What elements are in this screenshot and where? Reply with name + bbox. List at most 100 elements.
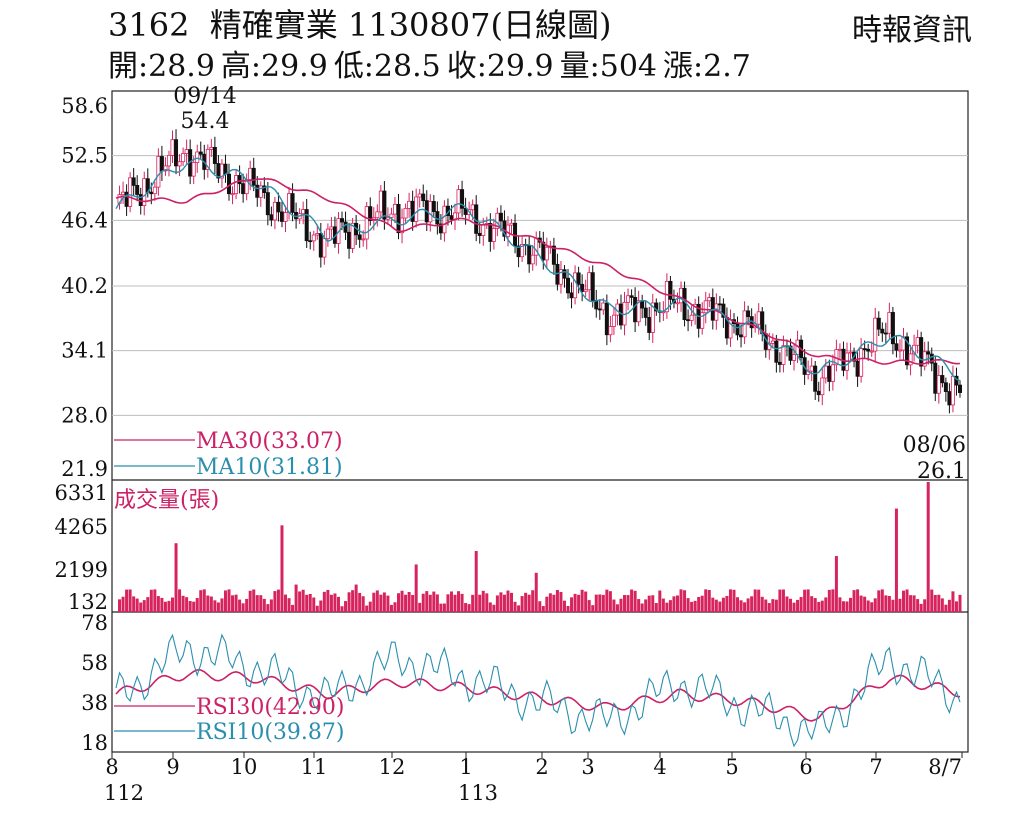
candle-body (887, 312, 892, 334)
volume-bar (559, 591, 563, 612)
candle-body (633, 296, 638, 323)
candle-body (414, 196, 419, 222)
low-value-label: 26.1 (917, 459, 966, 484)
volume-bar (813, 598, 817, 612)
candle-body (191, 162, 196, 177)
candle-body (830, 364, 835, 382)
volume-bar (499, 592, 503, 612)
candle-body (679, 287, 684, 304)
candle-body (251, 167, 256, 186)
volume-bar (467, 604, 471, 612)
rsi10-legend-label: RSI10(39.87) (196, 720, 344, 745)
volume-bar (841, 601, 845, 612)
candle-body (248, 167, 253, 180)
candle-body (279, 211, 284, 222)
volume-bar (683, 590, 687, 612)
volume-bar (457, 591, 461, 612)
volume-bar (626, 595, 630, 612)
volume-bar (880, 589, 884, 612)
candle-body (181, 153, 186, 163)
candle-body (859, 348, 864, 377)
volume-bar (361, 596, 365, 612)
volume-bar (870, 602, 874, 612)
volume-bar (199, 590, 203, 612)
volume-bar (234, 594, 238, 612)
candle-body (905, 336, 910, 366)
volume-bar (739, 600, 743, 612)
volume-bar (647, 595, 651, 612)
ohlc-summary: 開:28.9 高:29.9 低:28.5 收:29.9 量:504 漲:2.7 (108, 50, 757, 84)
price-tick-label: 28.0 (61, 403, 108, 427)
volume-bar (552, 594, 556, 612)
price-tick-label: 46.4 (61, 208, 108, 232)
candle-body (209, 146, 214, 150)
ma30-line (115, 178, 961, 365)
candle-body (746, 310, 751, 318)
volume-bar (675, 595, 679, 612)
volume-bar (209, 596, 213, 612)
rsi30-legend-label: RSI30(42.90) (196, 695, 344, 720)
volume-bar (414, 564, 418, 612)
volume-bar (591, 605, 595, 612)
candle-body (177, 161, 182, 167)
candle-body (308, 240, 313, 243)
plot-border (111, 90, 969, 753)
volume-bar (231, 595, 235, 612)
volume-bar (831, 589, 835, 612)
candle-body (269, 214, 274, 221)
candle-body (597, 308, 602, 311)
volume-bar (704, 589, 708, 612)
candle-body (389, 213, 394, 218)
month-label: 7 (869, 755, 882, 779)
candle-body (876, 317, 881, 330)
volume-bar (181, 595, 185, 612)
candle-body (686, 319, 691, 322)
volume-bar (859, 595, 863, 612)
volume-bar (358, 592, 362, 612)
volume-bar (541, 606, 545, 612)
volume-bar (135, 598, 139, 612)
volume-bar (255, 595, 259, 612)
volume-bar (665, 602, 669, 612)
volume-bar (651, 595, 655, 612)
volume-bar (538, 601, 542, 612)
volume-bar (407, 591, 411, 612)
volume-bar (799, 597, 803, 612)
candle-body (407, 200, 412, 209)
volume-bar (697, 596, 701, 612)
volume-bar (548, 593, 552, 612)
volume-axis-ticks: 6331 4265 2199 132 (55, 481, 108, 614)
volume-bar (354, 584, 358, 612)
volume-bar (474, 551, 478, 612)
candle-body (643, 307, 648, 318)
ma-legends: MA30(33.07)MA10(31.81) (114, 429, 343, 480)
volume-bar (329, 594, 333, 612)
candle-body (869, 350, 874, 353)
volume-bar (153, 589, 157, 612)
volume-bar (453, 594, 457, 612)
volume-bar (248, 590, 252, 612)
candle-body (230, 193, 235, 196)
volume-bar (803, 589, 807, 612)
candle-body (159, 156, 164, 172)
volume-bar (619, 598, 623, 612)
volume-bar (926, 482, 930, 612)
candle-body (241, 183, 246, 195)
candle-body (315, 233, 320, 236)
candle-body (583, 289, 588, 292)
candle-body (823, 365, 828, 379)
candle-body (428, 201, 433, 223)
volume-bar (909, 595, 913, 612)
rsi-axis-ticks: 78 58 38 18 (81, 611, 108, 755)
ohlc-item: 收:29.9 (446, 49, 554, 84)
volume-bar (573, 593, 577, 612)
volume-bar (471, 594, 475, 612)
volume-bar (223, 590, 227, 612)
volume-bar (640, 603, 644, 612)
volume-bar (386, 595, 390, 612)
month-label: 6 (799, 755, 812, 779)
volume-bar (502, 594, 506, 612)
volume-bar (142, 600, 146, 612)
candle-body (385, 217, 390, 220)
